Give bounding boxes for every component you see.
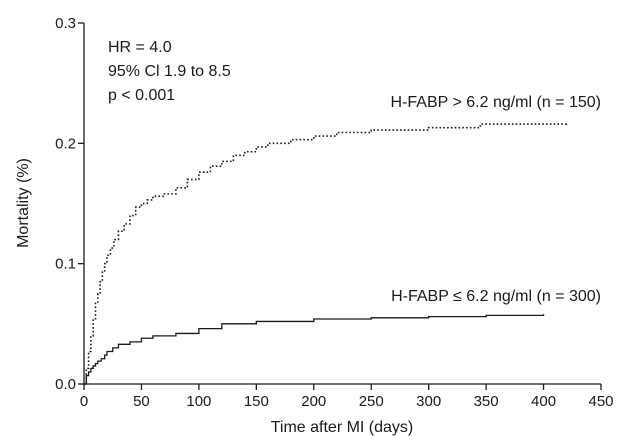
x-tick-label: 400 [531, 393, 556, 410]
y-tick-label: 0.0 [55, 376, 76, 393]
y-tick-group: 0.0 0.1 0.2 0.3 [55, 15, 84, 393]
x-tick-label: 350 [474, 393, 499, 410]
p-value-annotation: p < 0.001 [108, 87, 175, 104]
x-tick-label: 0 [80, 393, 88, 410]
x-tick-group: 0 50 100 150 200 250 300 350 400 450 [80, 384, 614, 410]
x-tick-label: 300 [416, 393, 441, 410]
series-group [84, 121, 568, 385]
hr-annotation: HR = 4.0 [108, 39, 172, 56]
x-tick-label: 150 [244, 393, 269, 410]
x-tick-label: 250 [359, 393, 384, 410]
series-high-hfabp-line [84, 121, 568, 385]
x-tick-label: 100 [186, 393, 211, 410]
y-tick-label: 0.3 [55, 15, 76, 32]
series-label-low: H-FABP ≤ 6.2 ng/ml (n = 300) [391, 288, 601, 305]
y-tick-label: 0.1 [55, 256, 76, 273]
x-tick-label: 50 [133, 393, 150, 410]
y-tick-label: 0.2 [55, 135, 76, 152]
series-label-high: H-FABP > 6.2 ng/ml (n = 150) [391, 94, 601, 111]
series-low-hfabp-line [84, 314, 545, 385]
x-tick-label: 200 [301, 393, 326, 410]
x-tick-label: 450 [588, 393, 613, 410]
y-axis-title: Mortality (%) [15, 158, 32, 248]
ci-annotation: 95% Cl 1.9 to 8.5 [108, 63, 231, 80]
x-axis-title: Time after MI (days) [271, 419, 414, 436]
